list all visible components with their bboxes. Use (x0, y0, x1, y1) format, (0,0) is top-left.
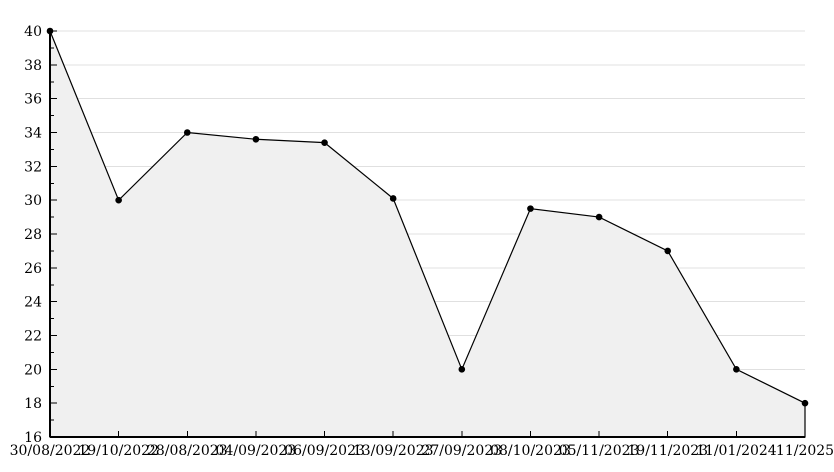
y-tick-label: 20 (24, 362, 42, 378)
data-point (183, 129, 191, 136)
data-point (595, 213, 603, 221)
data-point (252, 135, 260, 143)
x-tick-label: 11/2025 (776, 443, 834, 459)
y-tick-label: 32 (24, 159, 42, 175)
data-point (46, 27, 54, 35)
data-point (664, 247, 672, 255)
x-tick-label: 06/09/2023 (284, 443, 365, 459)
data-point (458, 366, 466, 373)
x-tick-label: 19/10/2022 (78, 443, 159, 459)
x-tick-label: 05/11/2023 (559, 443, 640, 459)
y-tick-label: 18 (24, 396, 42, 412)
y-tick-label: 34 (24, 126, 42, 142)
y-tick-labels: 16 18 20 22 24 26 28 30 32 34 36 38 40 (24, 24, 42, 446)
data-point (115, 196, 122, 204)
y-tick-label: 38 (24, 58, 42, 74)
x-tick-label: 19/11/2023 (627, 443, 708, 459)
x-tick-label: 11/01/2024 (696, 443, 777, 459)
y-tick-label: 16 (24, 430, 42, 446)
y-tick-label: 40 (24, 24, 42, 40)
x-tick-label: 13/09/2023 (353, 443, 434, 459)
x-tick-label: 08/10/2023 (490, 443, 571, 459)
y-tick-label: 22 (24, 329, 42, 345)
y-tick-label: 24 (24, 295, 42, 311)
x-tick-labels: 30/08/202219/10/202228/08/202304/09/2023… (10, 443, 834, 459)
data-points (46, 27, 809, 407)
data-point (733, 366, 740, 373)
x-tick-label: 28/08/2023 (147, 443, 228, 459)
ticks (49, 30, 806, 438)
y-tick-label: 28 (24, 227, 42, 243)
data-point (801, 399, 809, 407)
data-point (527, 205, 534, 212)
data-point (389, 195, 397, 202)
y-tick-label: 30 (24, 193, 42, 209)
x-tick-label: 30/08/2022 (10, 443, 91, 459)
y-tick-label: 36 (24, 92, 42, 108)
data-point (321, 139, 328, 146)
y-tick-label: 26 (24, 261, 42, 277)
x-tick-label: 04/09/2023 (216, 443, 297, 459)
x-tick-label: 27/09/2023 (421, 443, 502, 459)
